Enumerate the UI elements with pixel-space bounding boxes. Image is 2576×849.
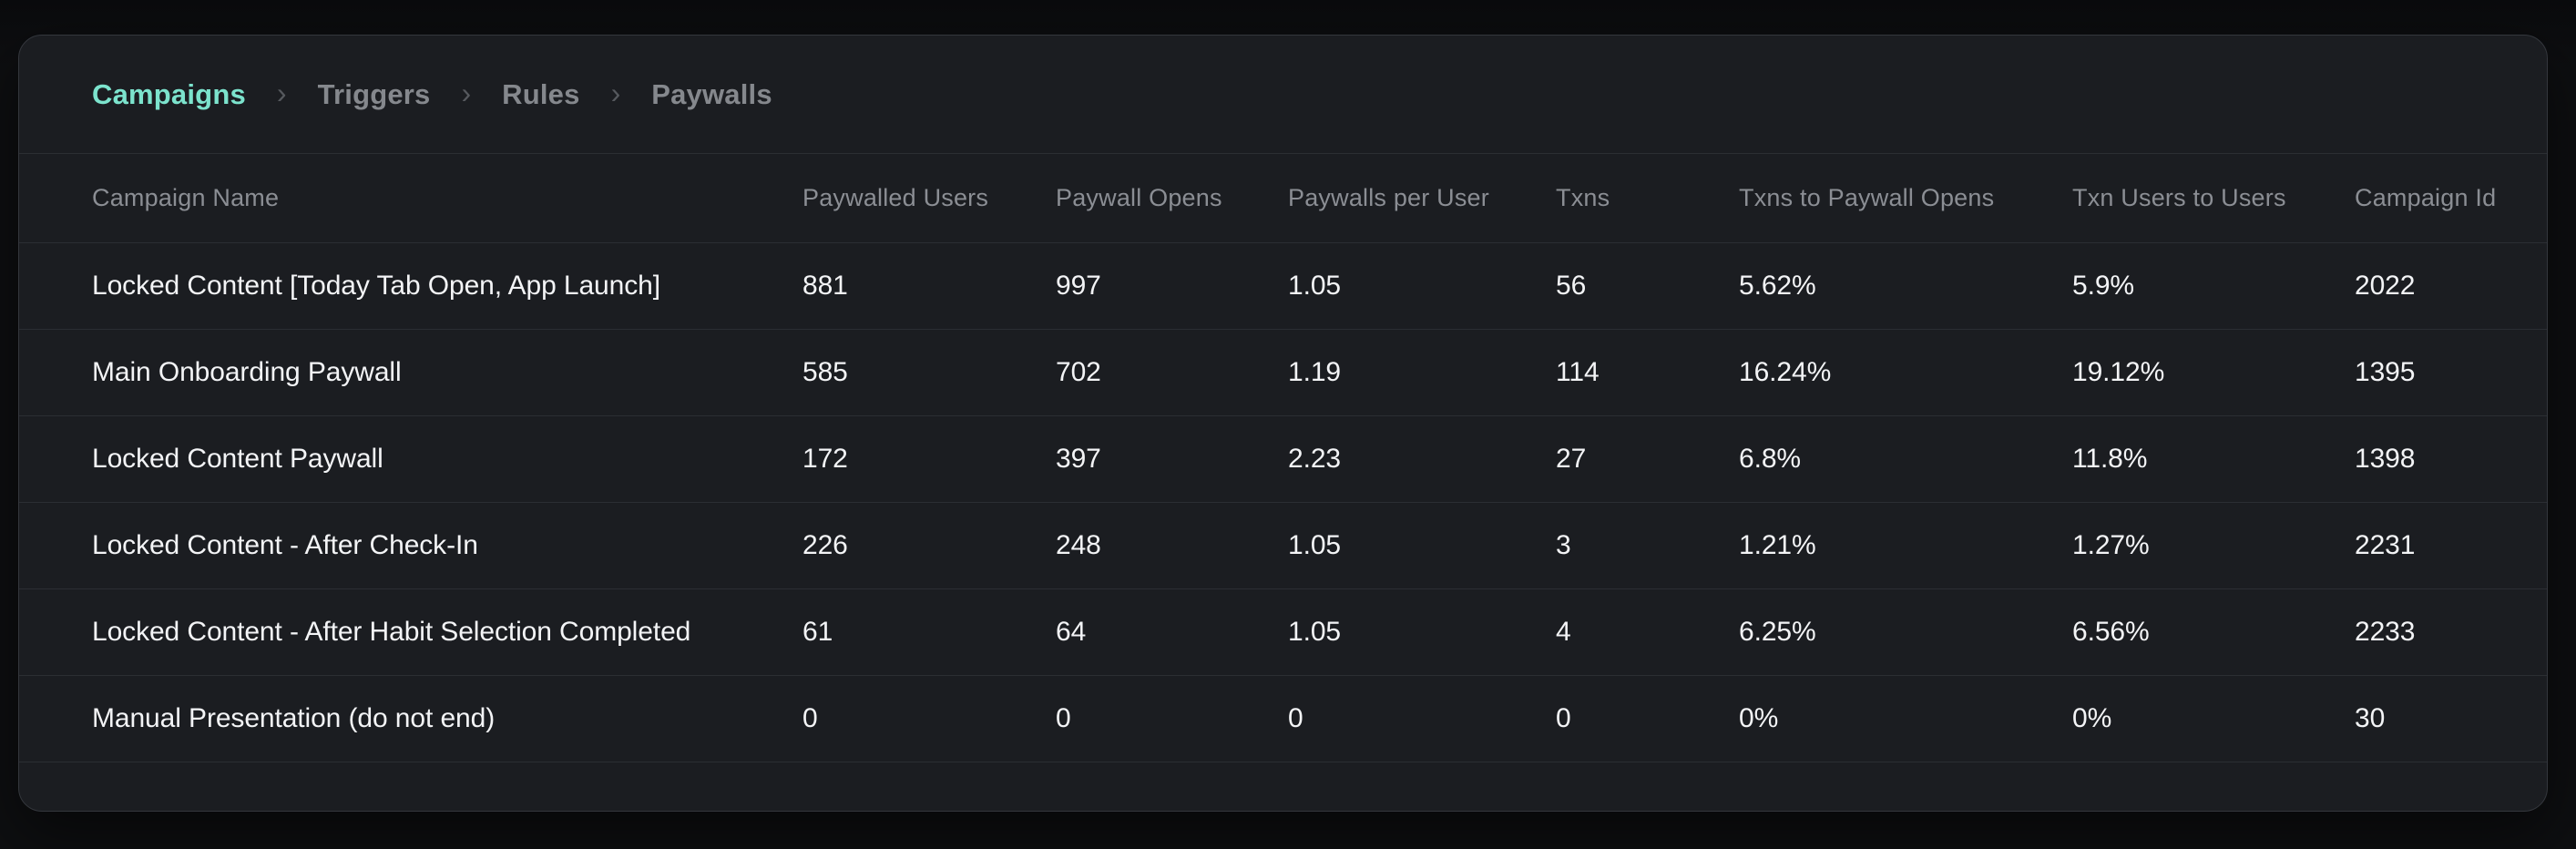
cell-campaign-name: Locked Content - After Habit Selection C… (19, 588, 802, 676)
column-header-campaign-name: Campaign Name (19, 154, 802, 243)
column-header-txns: Txns (1556, 154, 1739, 243)
cell-campaign-id: 1398 (2355, 415, 2547, 503)
breadcrumb: Campaigns › Triggers › Rules › Paywalls (19, 36, 2547, 154)
campaigns-panel: Campaigns › Triggers › Rules › Paywalls … (18, 35, 2548, 812)
cell-txn-users-to-users: 0% (2072, 675, 2355, 762)
cell-txn-users-to-users: 1.27% (2072, 502, 2355, 589)
column-header-paywall-opens: Paywall Opens (1056, 154, 1288, 243)
column-header-campaign-id: Campaign Id (2355, 154, 2547, 243)
cell-paywalls-per-user: 1.19 (1288, 329, 1556, 416)
cell-txns: 4 (1556, 588, 1739, 676)
chevron-right-icon: › (610, 76, 621, 109)
cell-txn-users-to-users: 11.8% (2072, 415, 2355, 503)
campaigns-table: Campaign Name Paywalled Users Paywall Open… (19, 154, 2547, 762)
cell-paywall-opens: 702 (1056, 329, 1288, 416)
table-row[interactable]: Locked Content [Today Tab Open, App Laun… (19, 242, 2547, 330)
breadcrumb-item-paywalls[interactable]: Paywalls (651, 77, 772, 110)
cell-campaign-id: 2231 (2355, 502, 2547, 589)
cell-paywalls-per-user: 1.05 (1288, 502, 1556, 589)
cell-paywalled-users: 881 (802, 242, 1056, 330)
cell-txns-to-paywall-opens: 5.62% (1739, 242, 2072, 330)
cell-campaign-id: 1395 (2355, 329, 2547, 416)
column-header-paywalled-users: Paywalled Users (802, 154, 1056, 243)
breadcrumb-item-rules[interactable]: Rules (502, 77, 580, 110)
cell-txn-users-to-users: 19.12% (2072, 329, 2355, 416)
table-row[interactable]: Locked Content - After Habit Selection C… (19, 588, 2547, 676)
cell-paywalled-users: 226 (802, 502, 1056, 589)
cell-paywalls-per-user: 0 (1288, 675, 1556, 762)
breadcrumb-item-campaigns[interactable]: Campaigns (92, 77, 246, 110)
column-header-txn-users-to-users: Txn Users to Users (2072, 154, 2355, 243)
cell-paywall-opens: 64 (1056, 588, 1288, 676)
chevron-right-icon: › (276, 76, 287, 109)
cell-paywalled-users: 585 (802, 329, 1056, 416)
cell-campaign-name: Locked Content Paywall (19, 415, 802, 503)
cell-paywalls-per-user: 1.05 (1288, 588, 1556, 676)
cell-paywalled-users: 61 (802, 588, 1056, 676)
cell-txns: 3 (1556, 502, 1739, 589)
table-header-row: Campaign Name Paywalled Users Paywall Open… (19, 154, 2547, 243)
chevron-right-icon: › (461, 76, 472, 109)
cell-txns: 0 (1556, 675, 1739, 762)
cell-campaign-name: Manual Presentation (do not end) (19, 675, 802, 762)
cell-paywall-opens: 997 (1056, 242, 1288, 330)
table-row[interactable]: Locked Content - After Check-In 226 248 1.0… (19, 502, 2547, 589)
cell-campaign-id: 2233 (2355, 588, 2547, 676)
cell-paywalls-per-user: 1.05 (1288, 242, 1556, 330)
cell-paywalled-users: 172 (802, 415, 1056, 503)
cell-txns-to-paywall-opens: 6.8% (1739, 415, 2072, 503)
cell-campaign-name: Locked Content - After Check-In (19, 502, 802, 589)
table-row[interactable]: Locked Content Paywall 172 397 2.23 27 6.8% 11… (19, 415, 2547, 503)
cell-paywall-opens: 397 (1056, 415, 1288, 503)
cell-paywall-opens: 0 (1056, 675, 1288, 762)
cell-campaign-name: Locked Content [Today Tab Open, App Laun… (19, 242, 802, 330)
table-row[interactable]: Main Onboarding Paywall 585 702 1.19 114 16.2… (19, 329, 2547, 416)
cell-paywalls-per-user: 2.23 (1288, 415, 1556, 503)
cell-txns: 114 (1556, 329, 1739, 416)
cell-paywalled-users: 0 (802, 675, 1056, 762)
cell-txns-to-paywall-opens: 16.24% (1739, 329, 2072, 416)
cell-campaign-name: Main Onboarding Paywall (19, 329, 802, 416)
cell-campaign-id: 2022 (2355, 242, 2547, 330)
table-row[interactable]: Manual Presentation (do not end) 0 0 0 0 0% 0%… (19, 675, 2547, 762)
breadcrumb-item-triggers[interactable]: Triggers (317, 77, 431, 110)
cell-txns-to-paywall-opens: 0% (1739, 675, 2072, 762)
column-header-txns-to-paywall-opens: Txns to Paywall Opens (1739, 154, 2072, 243)
cell-txn-users-to-users: 5.9% (2072, 242, 2355, 330)
cell-txns-to-paywall-opens: 6.25% (1739, 588, 2072, 676)
cell-txns: 27 (1556, 415, 1739, 503)
cell-txns-to-paywall-opens: 1.21% (1739, 502, 2072, 589)
cell-txns: 56 (1556, 242, 1739, 330)
cell-txn-users-to-users: 6.56% (2072, 588, 2355, 676)
cell-paywall-opens: 248 (1056, 502, 1288, 589)
cell-campaign-id: 30 (2355, 675, 2547, 762)
column-header-paywalls-per-user: Paywalls per User (1288, 154, 1556, 243)
